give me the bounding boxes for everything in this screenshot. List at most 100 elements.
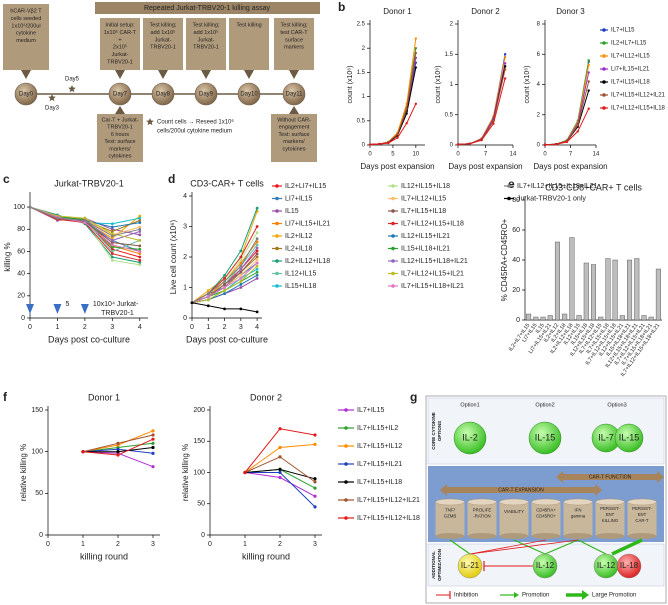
data-point [255,276,259,280]
bar [627,259,633,321]
legend-promotion [514,592,519,598]
legend-swatch [275,234,279,238]
legend-swatch [391,196,395,201]
arrow-label: CAR-T EXPANSION [498,487,544,493]
data-point [151,445,155,450]
panel-label: e [508,177,515,191]
large-promotion-link [611,538,643,556]
step-box [271,114,317,162]
band-label: OPTIMIZATION [437,549,442,581]
cytokine-label: IL-15 [535,432,556,442]
promotion-link [449,539,471,555]
readout-cylinder [627,502,657,536]
chart-title: CD3-CD8+CAR+ T cells [545,182,642,192]
data-point [587,71,590,74]
bar [619,315,625,321]
cytokine-label: IL-12 [597,561,616,570]
cytokine-label: IL-2 [462,432,478,442]
x-tick-label: 0 [28,324,32,331]
option-label: Option1 [460,402,479,408]
x-axis-label: killing round [242,551,290,561]
cytokine-node [457,553,483,579]
data-point [83,221,87,225]
y-tick-label: 150 [31,407,43,414]
legend-label: Jurkat-TRBV20-1 only [517,195,586,202]
legend-large-promotion [582,590,589,600]
step-text: surface [285,37,303,43]
bar [533,316,539,321]
y-tick-label: 4 [183,193,187,200]
day-node [14,82,38,106]
y-tick-label: 2 [537,112,541,118]
legend-label: IL7+IL12+IL15+IL18 [401,220,464,227]
data-point [138,233,142,237]
data-point [110,241,114,244]
data-point [83,216,87,220]
legend-label: IL7+IL15+IL18 [401,208,446,215]
legend-label: IL12+IL15+IL18+IL21 [401,258,468,265]
series-line [457,78,506,145]
chart-title: Jurkat-TRBV20-1 [54,178,124,188]
readout-cylinder [563,502,593,536]
step-box [186,18,226,70]
readout-cylinder [435,498,465,506]
legend-label: IL12+IL15+IL18 [401,183,450,190]
data-point [151,451,155,455]
step-pointer [21,70,31,79]
legend-swatch [275,221,279,226]
data-point [116,447,120,451]
legend-label: IL15+IL18+IL21 [401,245,450,252]
data-point [313,442,317,446]
readout-label: CD45RA+ [536,508,556,513]
data-point [83,219,87,222]
data-point [239,283,243,286]
legend-swatch [344,462,348,466]
step-text: markers/ [283,139,305,145]
y-tick-label: 200 [193,407,205,414]
step-text: Jurkat- [112,52,129,58]
data-point [239,276,243,280]
legend-label: IL12+IL15+IL21 [401,233,450,240]
y-tick-label: 0 [450,143,454,149]
data-point [190,301,194,305]
step-text: markers [284,45,304,51]
data-point [81,450,85,454]
band-label: ADDITIONAL [431,551,436,579]
data-point [110,250,114,253]
data-point [223,289,226,292]
step-text: Test killing [236,22,261,28]
y-tick-label: 2 [183,254,187,261]
readout-cylinder [563,533,593,539]
data-point [239,261,243,265]
readout-label: PERSIST- [600,506,620,511]
data-point [239,286,243,289]
legend-swatch [391,259,395,263]
data-point [503,53,507,56]
data-point [255,310,259,314]
data-point [110,258,114,262]
data-point [116,453,120,457]
readout-label: gamma [571,514,586,519]
header-bar [95,2,320,14]
data-point [255,243,259,247]
bar [598,316,604,321]
data-point [255,267,259,271]
data-point [223,273,226,277]
bar [612,259,618,321]
panel-label: g [410,390,417,404]
legend-label: IL7+IL12+IL15+IL21 [401,270,464,277]
data-point [313,477,317,481]
legend-swatch [391,271,395,276]
promotion-link [513,539,546,555]
data-point [206,298,210,302]
readout-label: GZMB [444,514,457,519]
legend-swatch [391,209,395,213]
step-box [97,114,143,162]
readout-label: ENT [606,512,615,517]
data-point [110,236,114,240]
day-label: Day8 [156,92,171,98]
data-point [587,107,590,110]
step-text: 6 hours [111,132,130,138]
legend-label: IL15 [285,208,299,215]
data-point [138,247,142,251]
